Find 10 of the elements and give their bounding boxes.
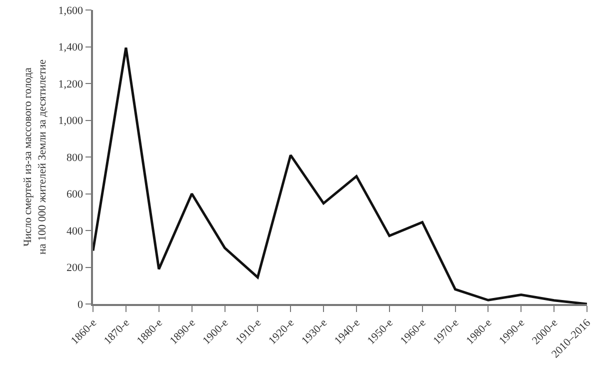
y-tick-label: 800: [66, 152, 84, 164]
y-tick-label: 200: [66, 262, 84, 274]
y-tick-label: 600: [66, 188, 84, 201]
y-tick-label: 400: [66, 225, 84, 238]
y-tick-label: 1,200: [58, 78, 84, 90]
y-tick-label: 0: [78, 298, 84, 311]
y-axis-title: Число смертей из-за массового голода на 100 000 жителей Земли за десятилетие: [22, 59, 48, 254]
y-tick-label: 1,600: [58, 4, 84, 17]
y-tick-label: 1,400: [58, 42, 84, 54]
y-tick-label: 1,000: [58, 115, 84, 128]
